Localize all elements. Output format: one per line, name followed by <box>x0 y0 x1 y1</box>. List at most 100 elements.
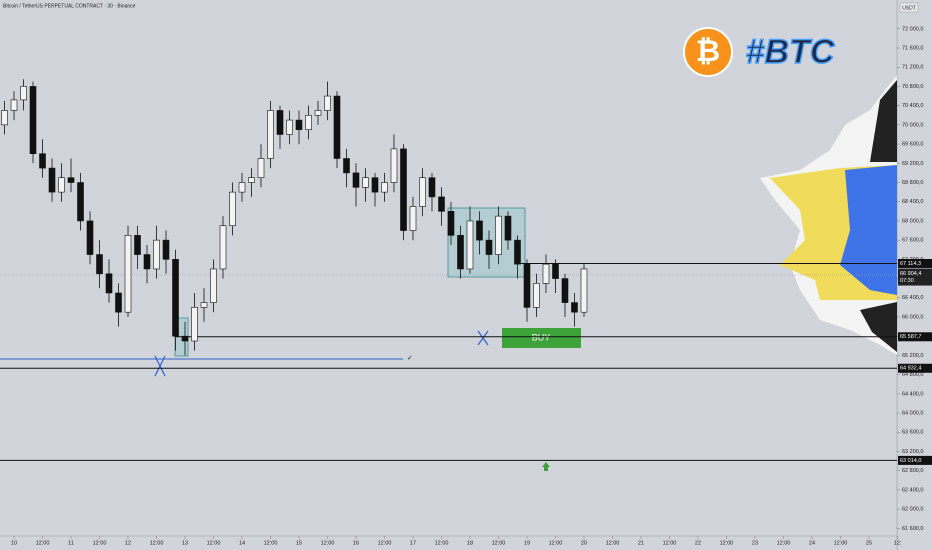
candle-body <box>1 110 8 126</box>
candle-body <box>238 182 246 193</box>
candle-body <box>324 95 331 111</box>
x-tick-label: 12:00 <box>93 540 107 546</box>
y-tick-label: 62 800,0 <box>902 468 923 474</box>
y-tick-label: 64 800,0 <box>902 372 923 378</box>
candle-body <box>248 177 255 183</box>
y-tick-label: 67 600,0 <box>902 238 923 244</box>
candle-body <box>438 196 445 212</box>
candle-body <box>314 110 322 116</box>
y-tick-label: 71 600,0 <box>902 45 923 51</box>
level-label: 63 014,0 <box>900 458 921 464</box>
candle-body <box>533 283 540 308</box>
buy-box <box>502 328 581 348</box>
level-tag <box>898 455 932 465</box>
volume-profile <box>840 165 897 295</box>
buy-label: BUY <box>532 332 551 342</box>
candle-body <box>143 254 151 270</box>
y-tick-label: 63 200,0 <box>902 449 923 455</box>
candle-body <box>343 158 350 174</box>
candle-body <box>229 191 236 227</box>
y-tick-label: 63 600,0 <box>902 430 923 436</box>
x-tick-label: 12:00 <box>150 540 164 546</box>
candle-body <box>115 292 122 313</box>
candle-body <box>352 172 360 188</box>
candle-body <box>362 177 369 188</box>
level-tag <box>898 258 932 268</box>
y-tick-label: 69 200,0 <box>902 161 923 167</box>
check-mark: ✓ <box>407 355 413 362</box>
x-marker <box>477 330 489 346</box>
bitcoin-symbol: ₿ <box>696 35 720 68</box>
candle-body <box>210 268 217 303</box>
last-price-label: 66 904,4 <box>900 271 921 277</box>
x-tick-label: 15 <box>296 540 302 546</box>
x-tick-label: 12:00 <box>606 540 620 546</box>
y-tick-label: 61 600,0 <box>902 526 923 532</box>
candle-body <box>514 239 521 265</box>
y-tick-label: 70 800,0 <box>902 84 923 90</box>
chart-title: Bitcoin / TetherUS PERPETUAL CONTRACT · … <box>3 3 136 9</box>
candle-body <box>495 215 502 255</box>
candle-body <box>371 177 379 193</box>
x-tick-label: 20 <box>581 540 587 546</box>
x-tick-label: 12:00 <box>720 540 734 546</box>
candle-body <box>39 153 46 169</box>
x-tick-label: 12:00 <box>36 540 50 546</box>
candle-body <box>105 273 113 294</box>
candle-body <box>409 206 417 231</box>
candle-body <box>10 99 18 111</box>
x-tick-label: 19 <box>524 540 530 546</box>
candle-body <box>67 177 75 183</box>
up-arrow <box>542 462 550 471</box>
x-marker <box>154 355 166 377</box>
candle-body <box>295 119 303 130</box>
candle-body <box>162 239 170 260</box>
x-tick-label: 10 <box>11 540 17 546</box>
candle-body <box>267 110 274 159</box>
candle-body <box>571 302 578 313</box>
candle-body <box>29 86 37 154</box>
candle-body <box>96 254 103 275</box>
level-label: 67 114,3 <box>900 261 921 267</box>
x-tick-label: 12:00 <box>492 540 506 546</box>
y-tick-label: 70 000,0 <box>902 122 923 128</box>
y-tick-label: 71 200,0 <box>902 65 923 71</box>
x-tick-label: 12: <box>894 540 902 546</box>
x-tick-label: 12:00 <box>834 540 848 546</box>
x-tick-label: 11 <box>68 540 74 546</box>
plot: 61 600,0 62 000,0 62 400,0 62 800,0 63 200,0… <box>0 26 932 546</box>
y-tick-label: 70 400,0 <box>902 103 923 109</box>
y-tick-label: 68 800,0 <box>902 180 923 186</box>
x-tick-label: 12 <box>125 540 131 546</box>
candle-body <box>276 110 284 135</box>
x-tick-label: 21 <box>638 540 644 546</box>
candle-body <box>476 220 483 241</box>
candle-body <box>257 158 265 179</box>
x-tick-label: 12:00 <box>378 540 392 546</box>
candle-body <box>124 235 132 313</box>
x-tick-label: 13 <box>182 540 188 546</box>
x-tick-label: 12:00 <box>207 540 221 546</box>
x-tick-label: 24 <box>809 540 815 546</box>
level-label: 65 587,7 <box>900 334 921 340</box>
candle-body <box>86 220 94 255</box>
x-tick-label: 12:00 <box>549 540 563 546</box>
candle-body <box>400 148 407 231</box>
countdown: 07:30 <box>900 278 914 284</box>
candle-body <box>457 235 464 270</box>
x-tick-label: 16 <box>353 540 359 546</box>
btc-hashtag: #BTC <box>746 33 835 71</box>
candle-body <box>428 177 436 198</box>
x-tick-label: 12:00 <box>264 540 278 546</box>
x-tick-label: 12:00 <box>663 540 677 546</box>
candle-body <box>333 95 341 159</box>
candle-body <box>20 86 27 101</box>
candle-body <box>134 235 141 255</box>
candle-body <box>466 220 474 270</box>
candle-body <box>504 215 512 241</box>
y-tick-label: 68 000,0 <box>902 218 923 224</box>
x-tick-label: 22 <box>695 540 701 546</box>
bitcoin-logo <box>683 27 733 77</box>
